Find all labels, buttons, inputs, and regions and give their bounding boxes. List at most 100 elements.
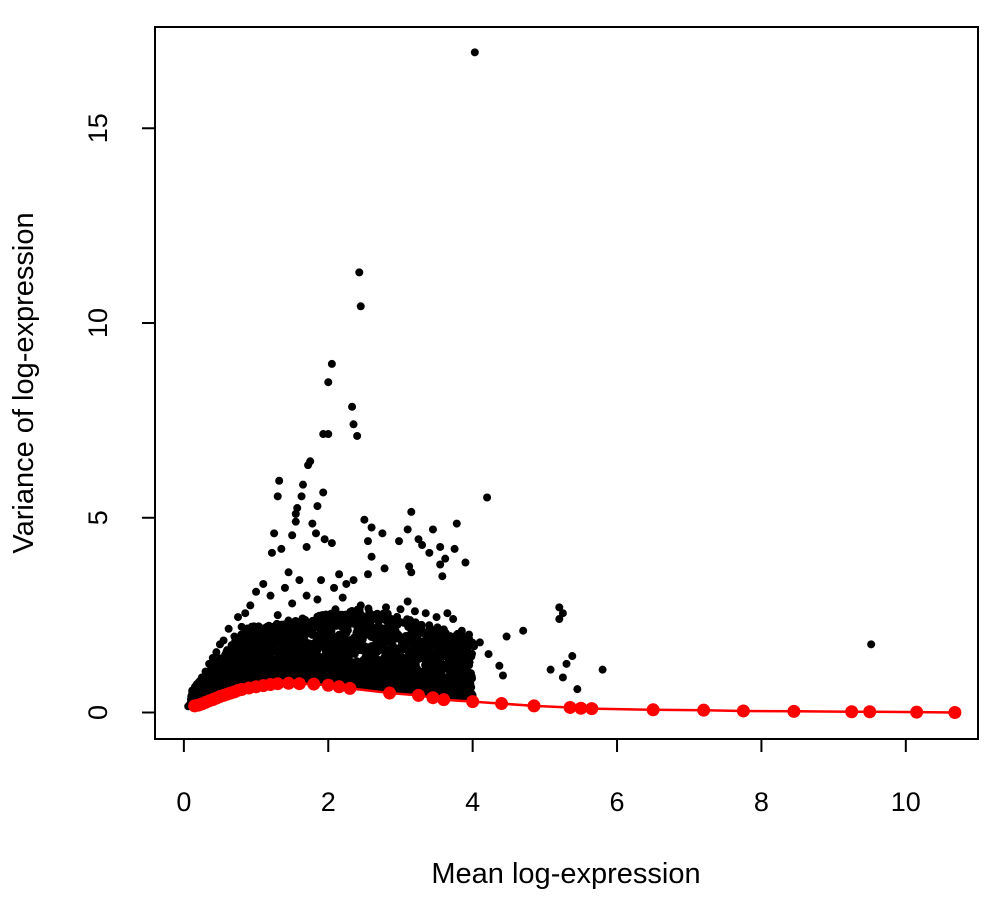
data-point [407,568,416,577]
data-point [495,661,504,670]
trend-point [412,688,426,702]
data-point [212,674,221,683]
data-point [259,579,268,588]
data-point [428,525,437,534]
trend-point [495,697,509,711]
data-point [298,480,307,489]
data-point [347,638,356,647]
data-point [461,558,470,567]
trend-point [271,677,285,691]
data-point [459,634,468,643]
data-point [457,679,466,688]
trend-point [527,699,541,713]
data-point [350,669,359,678]
data-point [289,649,298,658]
data-point [417,624,426,633]
trend-point [426,691,440,705]
data-points [184,48,876,711]
data-point [449,615,458,624]
trend-point [585,702,599,716]
data-point [224,624,233,633]
data-point [329,671,338,680]
data-point [441,554,450,563]
data-point [204,680,213,689]
data-point [352,629,361,638]
data-point [290,629,299,638]
data-point [278,666,287,675]
data-point [277,544,286,553]
trend-point [321,678,335,692]
data-point [245,650,254,659]
data-point [243,624,252,633]
trend-point [910,705,924,719]
data-point [335,650,344,659]
data-point [302,591,311,600]
data-point [322,621,331,630]
data-point [347,617,356,626]
data-point [277,659,286,668]
data-point [425,548,434,557]
data-point [573,685,582,694]
data-point [467,649,476,658]
data-point [246,601,255,610]
data-point [411,650,420,659]
data-point [244,663,253,672]
trend-point [574,701,588,715]
trend-point [863,705,877,719]
data-point [369,615,378,624]
data-point [282,633,291,642]
data-point [367,552,376,561]
data-point [342,579,351,588]
y-tick-label: 10 [83,308,113,338]
data-point [344,655,353,664]
data-point [379,638,388,647]
data-point [436,560,445,569]
data-point [562,659,571,668]
data-point [302,542,311,551]
data-point [519,626,528,635]
data-point [391,666,400,675]
y-tick-label: 0 [83,705,113,720]
data-point [313,502,322,511]
data-point [233,653,242,662]
data-point [393,612,402,621]
data-point [363,570,372,579]
data-point [297,492,306,501]
data-point [252,623,261,632]
data-point [401,686,410,695]
data-point [349,576,358,585]
data-point [346,662,355,671]
data-point [330,634,339,643]
data-point [436,652,445,661]
data-point [867,640,876,649]
data-point [421,609,430,618]
data-point [260,641,269,650]
trend-point [736,704,750,718]
data-point [349,420,358,429]
data-point [378,529,387,538]
data-point [498,671,507,680]
x-tick-label: 8 [754,787,769,817]
data-point [241,609,250,618]
data-point [330,612,339,621]
data-point [452,519,461,528]
data-point [348,402,357,411]
data-point [246,632,255,641]
data-point [320,664,329,673]
y-tick-label: 15 [83,113,113,143]
data-point [358,646,367,655]
data-point [555,603,564,612]
data-point [403,525,412,534]
data-point [338,593,347,602]
data-point [414,676,423,685]
y-axis: 0 5 10 15 [83,113,156,720]
data-point [304,461,313,470]
data-point [350,676,359,685]
data-point [372,639,381,648]
trend-point [563,700,577,714]
data-point [327,539,336,548]
trend-point [948,706,962,720]
data-point [295,576,304,585]
trend-point [437,693,451,707]
